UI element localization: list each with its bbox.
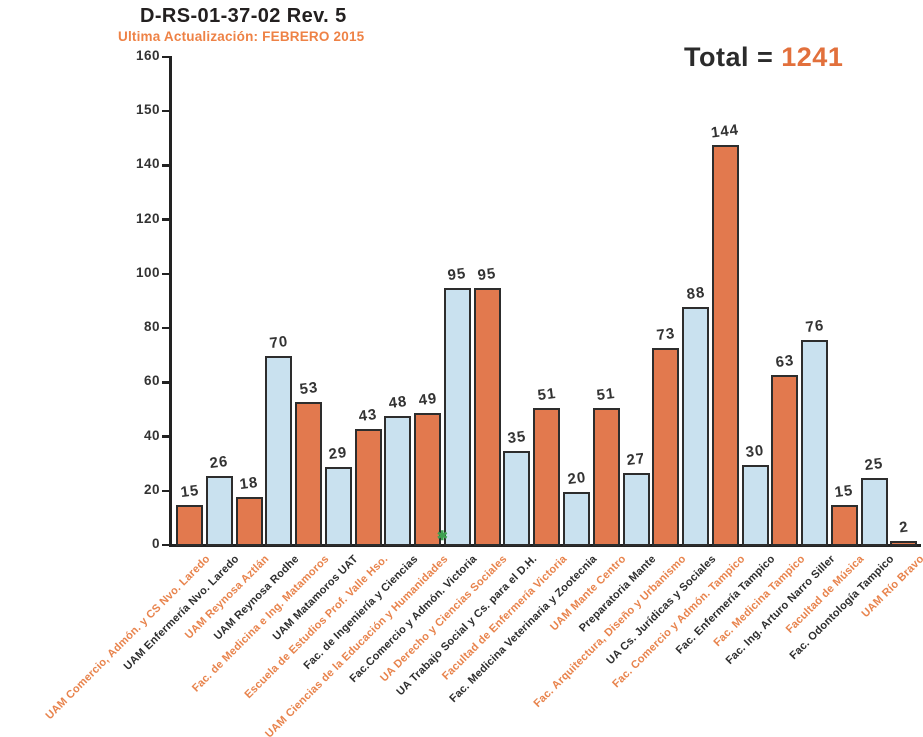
bar-value-label: 51 [595, 384, 617, 404]
bar [592, 407, 620, 546]
bar-value-label: 53 [298, 379, 319, 399]
bar-value-label: 25 [863, 455, 885, 475]
y-tick-mark [162, 435, 169, 438]
bar [265, 356, 293, 546]
bar [741, 464, 769, 546]
bar [771, 375, 799, 546]
y-tick-mark [162, 218, 169, 221]
bar [533, 407, 561, 546]
bar [890, 540, 918, 546]
y-tick-label: 160 [135, 48, 160, 63]
y-tick-label: 0 [151, 536, 160, 551]
bar [652, 348, 680, 546]
bar-value-label: 95 [476, 265, 498, 285]
bar [801, 339, 829, 546]
bar [205, 475, 233, 546]
bar [235, 497, 263, 546]
y-tick-mark [162, 272, 169, 276]
y-tick-mark [162, 164, 169, 167]
bar-value-label: 144 [710, 121, 741, 142]
y-axis-line [169, 56, 172, 547]
bar [473, 288, 501, 546]
bar-value-label: 51 [536, 384, 558, 404]
y-tick-mark [162, 110, 169, 113]
total-annotation: Total = 1241 [684, 42, 843, 73]
bar [295, 402, 323, 546]
bar [860, 478, 888, 546]
total-value: 1241 [781, 42, 844, 72]
bar [384, 415, 412, 546]
bar [354, 429, 382, 546]
bar [563, 491, 590, 546]
bar-value-label: 26 [208, 452, 230, 472]
y-tick-mark [162, 381, 169, 384]
bar [443, 288, 471, 546]
y-tick-label: 20 [143, 481, 160, 497]
y-tick-label: 40 [143, 427, 160, 443]
bar [711, 144, 739, 546]
bar-value-label: 76 [804, 316, 825, 337]
y-tick-label: 120 [135, 210, 160, 226]
bar [324, 467, 352, 546]
bar [622, 472, 650, 546]
total-label: Total = [684, 42, 774, 72]
y-tick-mark [162, 543, 169, 547]
y-tick-label: 100 [135, 264, 160, 280]
y-tick-label: 60 [143, 373, 160, 389]
bar [503, 451, 531, 546]
y-tick-label: 150 [135, 102, 160, 118]
chart-title: D-RS-01-37-02 Rev. 5 [140, 5, 347, 27]
bar [682, 307, 710, 546]
chart-subtitle: Ultima Actualización: FEBRERO 2015 [118, 29, 365, 44]
y-tick-label: 80 [143, 319, 160, 335]
bar [176, 505, 203, 546]
bar [414, 413, 442, 546]
green-star-marker: ✱ [436, 528, 448, 543]
bar [830, 505, 858, 546]
y-tick-mark [162, 55, 169, 59]
bar-value-label: 70 [268, 333, 290, 353]
y-tick-label: 140 [135, 156, 160, 172]
y-tick-mark [162, 326, 169, 330]
y-tick-mark [162, 489, 169, 492]
